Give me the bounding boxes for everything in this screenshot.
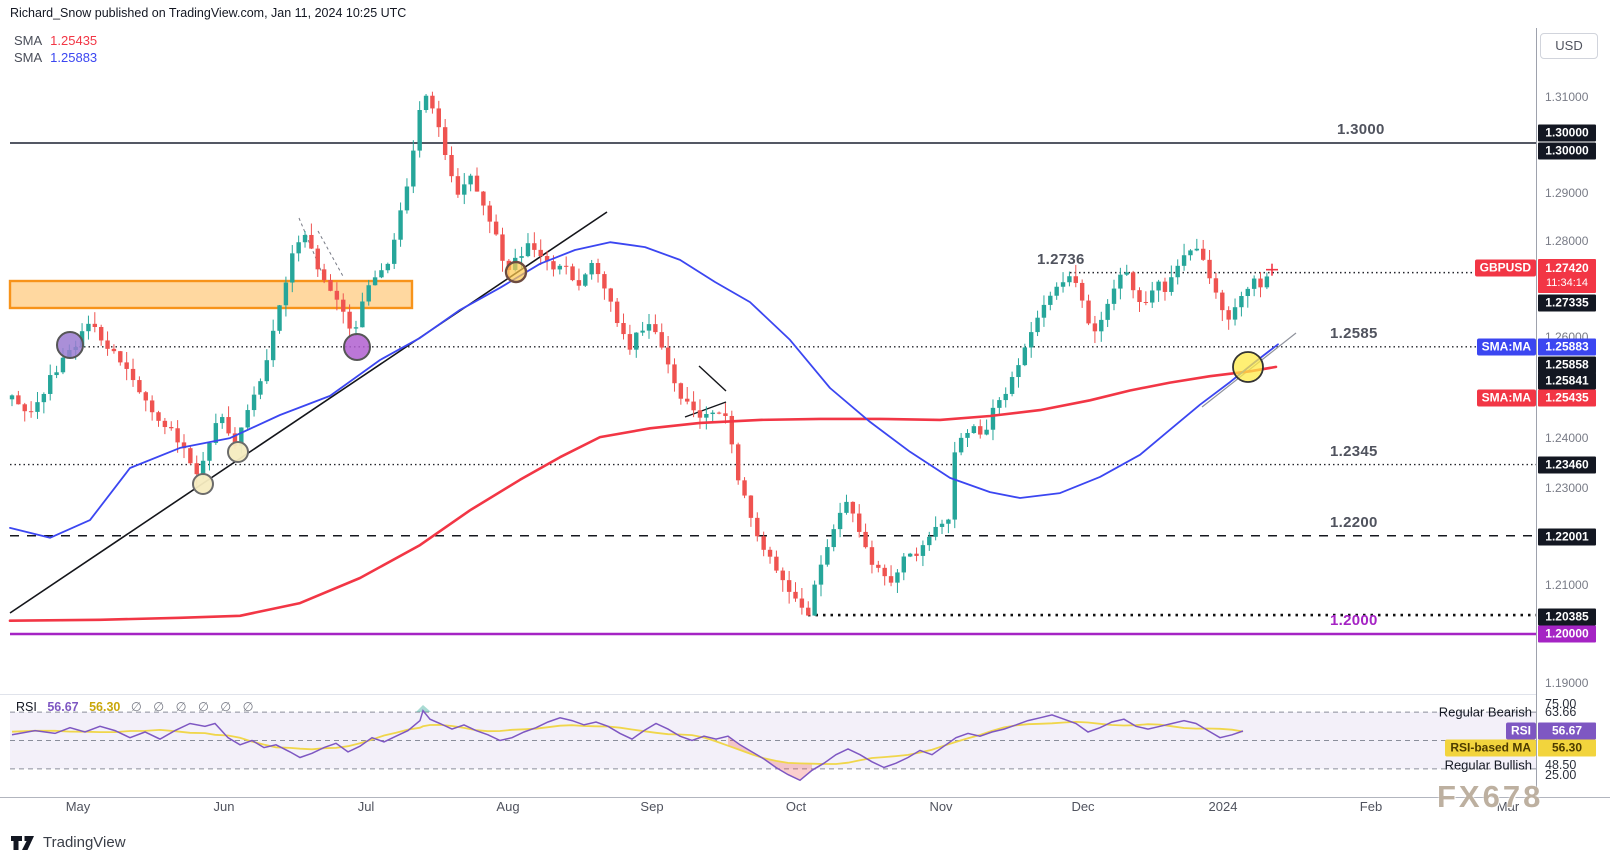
axis-price-label-1-25435: 1.25435 — [1538, 389, 1596, 407]
axis-value-75-00: 75.00 — [1545, 697, 1577, 711]
rsi-ma-legend-value: 56.30 — [89, 700, 121, 714]
time-axis-label-feb[interactable]: Feb — [1359, 799, 1383, 814]
rsi-legend-label: RSI — [16, 700, 37, 714]
time-axis-label-dec[interactable]: Dec — [1071, 799, 1095, 814]
sma-fast-legend-value: 1.25883 — [50, 50, 98, 65]
rsi-indicator-legend[interactable]: RSI 56.67 56.30 ∅ ∅ ∅ ∅ ∅ ∅ — [16, 699, 258, 714]
rsi-line[interactable] — [11, 709, 1244, 782]
fx678-watermark: FX678 — [1437, 779, 1544, 814]
supply-zone-box[interactable] — [8, 279, 414, 310]
rsi-legend-value: 56.67 — [47, 700, 79, 714]
axis-tick-1-29000: 1.29000 — [1545, 186, 1589, 200]
time-axis-label-may[interactable]: May — [65, 799, 91, 814]
axis-tag-sma-ma: SMA:MA — [1476, 338, 1536, 356]
axis-price-label-1-25883: 1.25883 — [1538, 338, 1596, 356]
axis-value-25-00: 25.00 — [1545, 768, 1577, 782]
annotation-circle-1[interactable] — [343, 333, 371, 361]
sma-slow-legend[interactable]: SMA 1.25435 — [14, 33, 97, 48]
trendline-1[interactable] — [698, 365, 727, 392]
axis-price-label-1-22001: 1.22001 — [1538, 528, 1596, 546]
sma-slow-legend-value: 1.25435 — [50, 33, 98, 48]
axis-price-label-1-25841: 1.25841 — [1538, 372, 1596, 390]
axis-price-label-1-20000: 1.20000 — [1538, 625, 1596, 643]
time-axis-label-2024[interactable]: 2024 — [1208, 799, 1238, 814]
annotation-circle-3[interactable] — [227, 441, 249, 463]
axis-price-label-1-20385: 1.20385 — [1538, 608, 1596, 626]
axis-tick-1-19000: 1.19000 — [1545, 676, 1589, 690]
time-axis-label-mar[interactable]: Mar — [1496, 799, 1520, 814]
time-axis-label-oct[interactable]: Oct — [785, 799, 807, 814]
annotation-circle-0[interactable] — [56, 331, 84, 359]
axis-tag-rsi: RSI — [1505, 722, 1536, 740]
tradingview-logo-icon — [11, 836, 34, 850]
axis-tag-regular-bearish: Regular Bearish — [1438, 704, 1532, 720]
level-text-1-2000: 1.2000 — [1330, 612, 1378, 629]
level-text-1-2345: 1.2345 — [1330, 442, 1378, 460]
axis-price-label-1-27335: 1.27335 — [1538, 294, 1596, 312]
axis-tick-1-21000: 1.21000 — [1545, 578, 1589, 592]
axis-tag-regular-bullish: Regular Bullish — [1444, 757, 1532, 773]
time-axis-border — [0, 797, 1610, 798]
axis-tag-gbpusd: GBPUSD — [1474, 259, 1536, 277]
price-axis-border — [1536, 28, 1537, 797]
dashed-segment-0 — [298, 217, 326, 281]
axis-value-48-50: 48.50 — [1545, 758, 1577, 772]
axis-tag-rsi-based-ma: RSI-based MA — [1445, 739, 1536, 757]
sma-200-line[interactable] — [8, 365, 1278, 623]
axis-tag-sma-ma: SMA:MA — [1476, 389, 1536, 407]
trendline-2[interactable] — [684, 401, 727, 418]
tradingview-attribution-text: TradingView — [43, 833, 126, 851]
level-text-1-2585: 1.2585 — [1330, 324, 1378, 342]
axis-tick-1-23000: 1.23000 — [1545, 481, 1589, 495]
tradingview-attribution[interactable]: TradingView — [10, 831, 126, 853]
level-text-1-3000: 1.3000 — [1337, 121, 1385, 138]
pane-separator — [0, 694, 1536, 695]
annotation-circle-4[interactable] — [504, 260, 528, 284]
rsi-bearish-divergence-fill — [728, 736, 812, 781]
axis-price-label-1-25858: 1.25858 — [1538, 356, 1596, 374]
time-axis-label-nov[interactable]: Nov — [929, 799, 953, 814]
axis-value-63-66: 63.66 — [1545, 705, 1577, 719]
axis-price-label-1-27420: 1.27420 11:34:14 — [1538, 259, 1596, 293]
sma-slow-legend-label: SMA — [14, 33, 43, 48]
axis-tick-1-28000: 1.28000 — [1545, 234, 1589, 248]
dashed-segment-1 — [317, 230, 345, 279]
axis-price-label-1-30000: 1.30000 — [1538, 124, 1596, 142]
currency-toggle-button[interactable]: USD — [1540, 33, 1598, 59]
level-text-1-2736: 1.2736 — [1037, 250, 1085, 268]
level-text-1-2200: 1.2200 — [1330, 513, 1378, 531]
axis-price-label-56-30: 56.30 — [1538, 739, 1596, 757]
axis-price-label-1-30000: 1.30000 — [1538, 142, 1596, 160]
sma-fast-legend[interactable]: SMA 1.25883 — [14, 50, 97, 65]
rsi-peak-fill — [416, 705, 431, 712]
candlesticks — [9, 91, 1270, 616]
rsi-legend-empty-slots: ∅ ∅ ∅ ∅ ∅ ∅ — [130, 700, 258, 714]
axis-price-label-56-67: 56.67 — [1538, 722, 1596, 740]
sma-50-line[interactable] — [9, 241, 1279, 539]
time-axis-label-sep[interactable]: Sep — [640, 799, 664, 814]
annotation-circle-2[interactable] — [192, 473, 214, 495]
axis-tick-1-31000: 1.31000 — [1545, 90, 1589, 104]
axis-price-label-1-23460: 1.23460 — [1538, 456, 1596, 474]
time-axis-label-jul[interactable]: Jul — [357, 799, 375, 814]
time-axis-label-jun[interactable]: Jun — [213, 799, 235, 814]
time-axis-label-aug[interactable]: Aug — [496, 799, 520, 814]
published-byline: Richard_Snow published on TradingView.co… — [10, 6, 407, 20]
axis-tick-1-24000: 1.24000 — [1545, 431, 1589, 445]
sma-fast-legend-label: SMA — [14, 50, 43, 65]
annotation-circle-5[interactable] — [1232, 351, 1264, 383]
